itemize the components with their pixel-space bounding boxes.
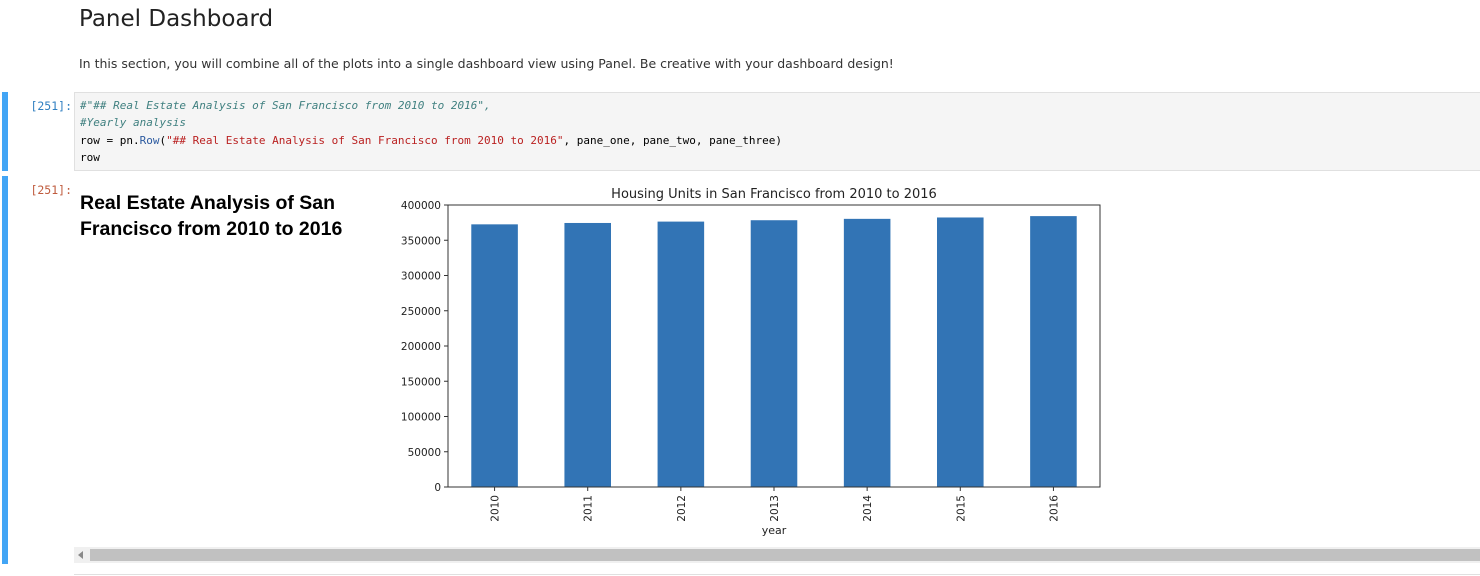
code-line-2: #Yearly analysis <box>80 116 186 129</box>
bar-2012 <box>657 221 705 488</box>
cell-divider <box>74 574 1480 575</box>
plot-frame <box>447 204 1101 488</box>
horizontal-scrollbar[interactable] <box>74 547 1480 563</box>
code-line-4: row <box>80 151 100 164</box>
bar-2016 <box>1030 216 1077 488</box>
y-tick-label: 400000 <box>401 200 441 212</box>
x-tick-label: 2014 <box>862 495 874 522</box>
x-tick-label: 2015 <box>955 495 967 522</box>
code-text: , pane_one, pane_two, pane_three) <box>563 134 783 147</box>
code-line-1: #"## Real Estate Analysis of San Francis… <box>80 99 491 112</box>
code-text: ( <box>159 134 167 147</box>
output-heading: Real Estate Analysis of San Francisco fr… <box>80 192 343 240</box>
code-line-3: row = pn.Row("## Real Estate Analysis of… <box>80 134 782 147</box>
y-tick-label: 300000 <box>401 271 441 283</box>
markdown-text: In this section, you will combine all of… <box>79 56 894 71</box>
chart-title: Housing Units in San Francisco from 2010… <box>611 187 937 202</box>
output-collapse-bar[interactable] <box>2 176 8 564</box>
y-tick-label: 50000 <box>408 447 441 459</box>
bar-2011 <box>564 222 611 487</box>
bar-2014 <box>843 218 891 487</box>
bar-2013 <box>750 220 798 487</box>
markdown-title: Panel Dashboard <box>79 6 274 32</box>
scroll-left-icon[interactable] <box>78 551 83 559</box>
y-tick-label: 0 <box>434 482 441 494</box>
x-axis-label: year <box>762 524 787 537</box>
y-tick-label: 350000 <box>401 235 441 247</box>
x-tick-label: 2016 <box>1048 495 1060 522</box>
x-tick-label: 2010 <box>490 495 502 522</box>
code-comment: #Yearly analysis <box>80 116 186 129</box>
code-function: Row <box>139 134 160 147</box>
code-text: row <box>80 151 100 164</box>
y-tick-label: 150000 <box>401 376 441 388</box>
x-tick-label: 2013 <box>769 495 781 522</box>
output-prompt: [251]: <box>30 183 72 197</box>
y-tick-label: 200000 <box>401 341 441 353</box>
code-comment: #"## Real Estate Analysis of San Francis… <box>80 99 491 112</box>
scrollbar-thumb[interactable] <box>90 549 1480 561</box>
code-string: "## Real Estate Analysis of San Francisc… <box>166 134 564 147</box>
code-text: row = pn. <box>80 134 140 147</box>
housing-units-chart: Housing Units in San Francisco from 2010… <box>382 182 1112 546</box>
y-tick-label: 100000 <box>401 412 441 424</box>
x-tick-label: 2011 <box>583 495 595 522</box>
input-prompt: [251]: <box>30 99 72 113</box>
bar-2015 <box>937 217 984 487</box>
x-tick-label: 2012 <box>676 495 688 522</box>
cell-selection-bar[interactable] <box>2 92 8 171</box>
y-tick-label: 250000 <box>401 306 441 318</box>
code-cell-editor[interactable]: #"## Real Estate Analysis of San Francis… <box>74 92 1480 171</box>
bar-2010 <box>471 224 518 487</box>
